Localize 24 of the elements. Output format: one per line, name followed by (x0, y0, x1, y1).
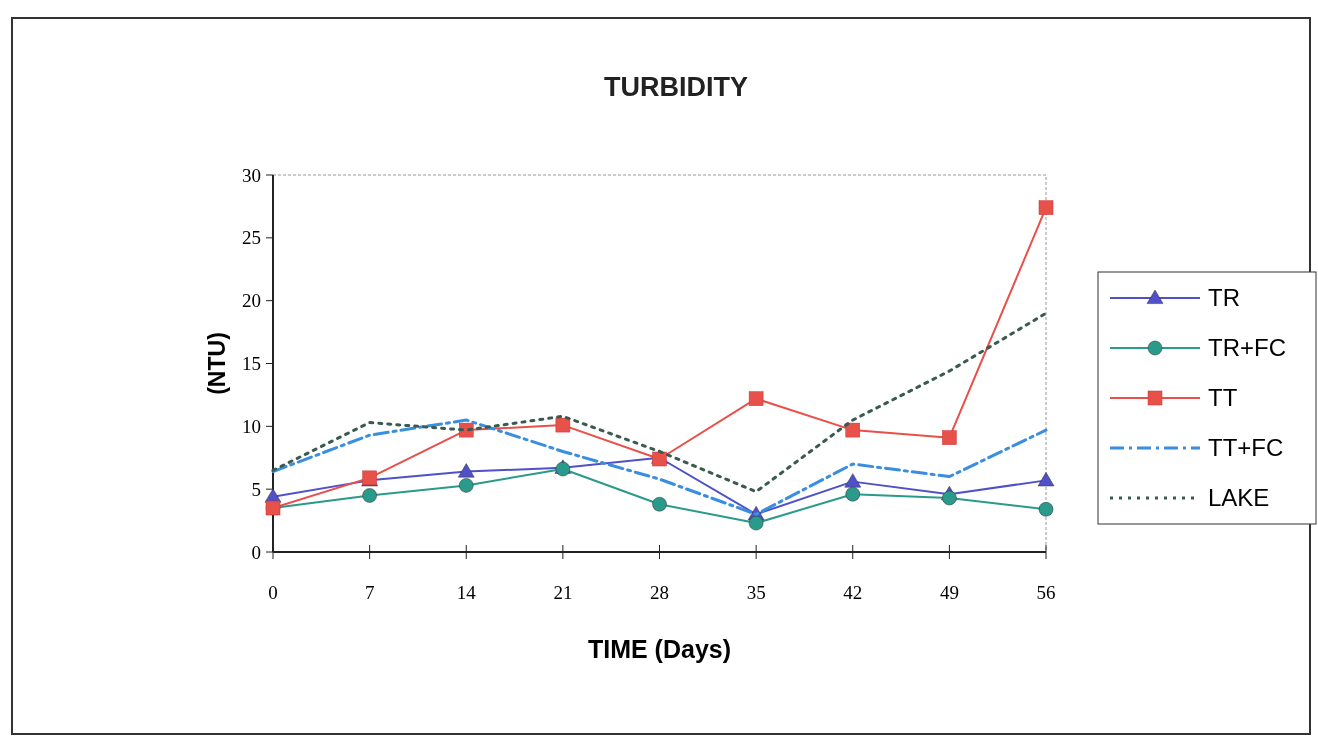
x-tick-label: 21 (553, 582, 573, 603)
y-tick-label: 10 (242, 415, 261, 437)
y-tick-label: 20 (242, 290, 261, 312)
y-axis-title: (NTU) (204, 332, 230, 395)
y-tick-label: 15 (242, 353, 261, 375)
x-tick-label: 7 (364, 582, 375, 603)
legend-label: LAKE (1208, 484, 1270, 512)
legend-label: TR (1208, 284, 1240, 312)
x-tick-label: 49 (939, 582, 959, 603)
y-tick-label: 5 (251, 478, 261, 500)
x-tick-label: 42 (843, 582, 863, 603)
x-tick-label: 35 (746, 582, 766, 603)
x-tick-label: 56 (1036, 582, 1056, 603)
x-tick-label: 28 (650, 582, 669, 603)
chart-title: TURBIDITY (604, 72, 748, 102)
legend-label: TT (1208, 384, 1238, 412)
x-tick-label: 14 (456, 582, 477, 603)
legend-label: TR+FC (1208, 334, 1286, 362)
x-tick-label: 0 (268, 582, 278, 603)
x-axis-title: TIME (Days) (587, 635, 732, 663)
y-tick-label: 25 (242, 227, 261, 249)
y-tick-label: 0 (251, 541, 261, 563)
legend-label: TT+FC (1208, 434, 1284, 462)
y-tick-label: 30 (242, 164, 261, 186)
